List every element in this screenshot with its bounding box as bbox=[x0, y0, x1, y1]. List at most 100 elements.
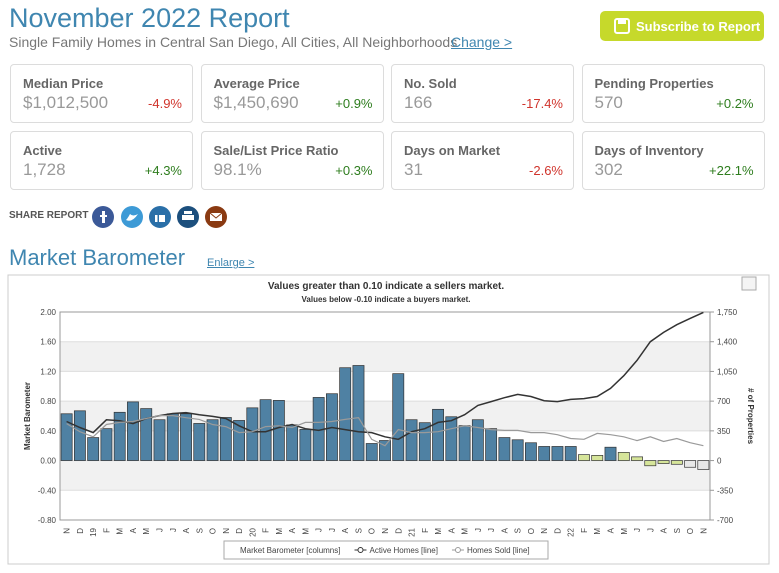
plot-border bbox=[59, 311, 711, 521]
stat-label: Pending Properties bbox=[594, 76, 714, 91]
x-tick-label: O bbox=[368, 528, 377, 534]
stat-label: Sale/List Price Ratio bbox=[213, 143, 339, 158]
y2-tick-label: -350 bbox=[717, 486, 734, 495]
stat-label: Days of Inventory bbox=[594, 143, 704, 158]
x-tick-label: D bbox=[76, 528, 85, 534]
stat-label: No. Sold bbox=[404, 76, 457, 91]
bar bbox=[365, 443, 378, 461]
x-tick-label: 20 bbox=[248, 527, 257, 536]
bar bbox=[498, 437, 511, 461]
x-tick-label: J bbox=[633, 528, 642, 532]
bar bbox=[644, 460, 657, 467]
x-tick-label: A bbox=[341, 527, 350, 533]
download-icon[interactable] bbox=[741, 276, 757, 291]
bar bbox=[233, 420, 246, 461]
x-tick-label: N bbox=[63, 528, 72, 534]
enlarge-link[interactable]: Enlarge > bbox=[207, 257, 255, 269]
chart-title: Values greater than 0.10 indicate a sell… bbox=[268, 281, 504, 292]
x-tick-label: O bbox=[527, 528, 536, 534]
stat-change: -17.4% bbox=[521, 96, 563, 111]
report-subtitle: Single Family Homes in Central San Diego… bbox=[9, 34, 458, 50]
stat-change: +4.3% bbox=[144, 163, 182, 178]
bar bbox=[153, 419, 166, 461]
bar bbox=[193, 423, 206, 461]
stat-card: Active 1,728 +4.3% bbox=[10, 131, 193, 190]
change-link[interactable]: Change > bbox=[451, 34, 513, 50]
x-tick-label: A bbox=[129, 527, 138, 533]
x-tick-label: M bbox=[301, 528, 310, 535]
legend-box bbox=[223, 540, 549, 560]
bar bbox=[697, 460, 710, 470]
y-tick-label: -0.80 bbox=[38, 516, 57, 525]
bar bbox=[564, 446, 577, 461]
x-tick-label: D bbox=[394, 528, 403, 534]
x-tick-label: S bbox=[195, 528, 204, 533]
bar bbox=[684, 460, 697, 468]
stat-label: Median Price bbox=[23, 76, 104, 91]
bar bbox=[299, 429, 312, 461]
bar bbox=[180, 413, 192, 461]
x-tick-label: J bbox=[169, 528, 178, 532]
x-tick-label: O bbox=[686, 528, 695, 534]
x-tick-label: D bbox=[235, 528, 244, 534]
x-tick-label: A bbox=[182, 527, 191, 533]
stat-change: +0.9% bbox=[335, 96, 373, 111]
legend-label: Active Homes [line] bbox=[369, 546, 437, 555]
bar bbox=[73, 410, 86, 461]
bar bbox=[140, 408, 153, 461]
x-tick-label: S bbox=[354, 528, 363, 533]
bar bbox=[432, 408, 444, 461]
legend-marker bbox=[454, 547, 461, 553]
y-axis-title: Market Barometer bbox=[23, 382, 32, 450]
bar bbox=[458, 425, 471, 461]
x-tick-label: J bbox=[646, 528, 655, 532]
stat-card: Days of Inventory 302 +22.1% bbox=[581, 131, 765, 190]
bar bbox=[352, 365, 365, 461]
bar bbox=[272, 400, 285, 461]
bar bbox=[113, 411, 126, 461]
x-tick-label: F bbox=[262, 528, 271, 533]
x-tick-label: D bbox=[553, 528, 562, 534]
x-tick-label: S bbox=[673, 528, 682, 533]
report-title: November 2022 Report bbox=[9, 3, 290, 33]
stat-value: 1,728 bbox=[23, 160, 66, 179]
x-tick-label: O bbox=[209, 528, 218, 534]
bar bbox=[418, 422, 431, 461]
x-tick-label: N bbox=[381, 528, 390, 534]
subscribe-button[interactable]: Subscribe to Report bbox=[600, 11, 764, 41]
x-tick-label: J bbox=[328, 528, 337, 532]
stat-value: 302 bbox=[594, 160, 623, 179]
stat-value: 570 bbox=[594, 93, 623, 112]
legend-marker bbox=[357, 547, 364, 553]
x-tick-label: M bbox=[461, 528, 470, 535]
stat-value: $1,012,500 bbox=[23, 93, 109, 112]
subscribe-label: Subscribe to Report bbox=[636, 19, 761, 34]
stat-change: +22.1% bbox=[709, 163, 754, 178]
stat-change: +0.3% bbox=[335, 163, 373, 178]
x-tick-label: M bbox=[434, 528, 443, 535]
x-tick-label: M bbox=[116, 528, 125, 535]
line bbox=[66, 415, 704, 447]
bar bbox=[339, 367, 352, 461]
save-icon bbox=[614, 18, 630, 34]
bar bbox=[87, 437, 100, 461]
y2-tick-label: 350 bbox=[717, 427, 731, 436]
y-tick-label: -0.40 bbox=[38, 486, 57, 495]
x-tick-label: M bbox=[620, 528, 629, 535]
bar bbox=[471, 419, 484, 461]
section-title: Market Barometer bbox=[9, 245, 186, 270]
stat-value: 166 bbox=[404, 93, 433, 112]
bar bbox=[127, 401, 139, 461]
y2-axis-title: # of Properties bbox=[746, 388, 755, 445]
stat-change: +0.2% bbox=[716, 96, 754, 111]
bar bbox=[286, 424, 299, 461]
chart-subtitle: Values below -0.10 indicate a buyers mar… bbox=[302, 295, 471, 304]
y2-tick-label: -700 bbox=[717, 516, 734, 525]
y-tick-label: 1.20 bbox=[40, 367, 56, 376]
x-tick-label: N bbox=[222, 528, 231, 534]
bar bbox=[631, 456, 643, 461]
bar bbox=[246, 407, 259, 461]
stat-label: Average Price bbox=[213, 76, 300, 91]
bar bbox=[392, 373, 405, 461]
x-tick-label: J bbox=[155, 528, 164, 532]
